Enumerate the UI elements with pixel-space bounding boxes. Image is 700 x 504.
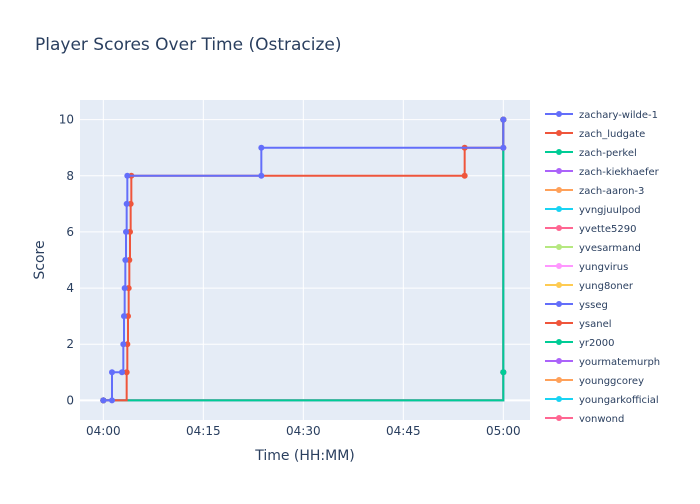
legend-item[interactable]: yourmatemurph — [545, 357, 660, 368]
legend-item[interactable]: ysseg — [545, 300, 608, 311]
legend-swatch-marker — [556, 168, 562, 174]
legend-swatch-marker — [556, 263, 562, 269]
legend-label: younggcorey — [579, 376, 644, 387]
x-tick-label: 05:00 — [486, 424, 521, 438]
legend-swatch-marker — [556, 225, 562, 231]
chart-title: Player Scores Over Time (Ostracize) — [35, 35, 342, 55]
y-tick-label: 4 — [66, 281, 74, 295]
legend-label: zach-kiekhaefer — [579, 167, 660, 178]
data-point — [258, 144, 265, 151]
legend-swatch-marker — [556, 206, 562, 212]
legend-swatch-marker — [556, 282, 562, 288]
legend-label: yvngjuulpod — [579, 205, 641, 216]
data-point — [109, 397, 115, 404]
data-point — [461, 172, 468, 179]
data-point — [500, 144, 507, 151]
x-tick-label: 04:15 — [186, 424, 221, 438]
data-point — [120, 341, 127, 348]
y-tick-label: 8 — [66, 169, 74, 183]
legend-swatch-marker — [556, 111, 562, 117]
y-axis-label: Score — [32, 240, 48, 279]
x-tick-label: 04:30 — [286, 424, 321, 438]
series-zachary-wilde-1 — [100, 116, 507, 404]
legend-item[interactable]: yonwond — [545, 414, 624, 425]
x-tick-label: 04:00 — [86, 424, 121, 438]
data-point — [100, 397, 107, 404]
legend-item[interactable]: zachary-wilde-1 — [545, 110, 658, 121]
legend-item[interactable]: yungvirus — [545, 262, 628, 273]
legend-label: zach-aaron-3 — [579, 186, 644, 197]
legend-swatch-marker — [556, 377, 562, 383]
legend-swatch-marker — [556, 415, 562, 421]
legend-swatch-marker — [556, 187, 562, 193]
legend-label: zach_ludgate — [579, 129, 645, 140]
legend-label: yvette5290 — [579, 224, 636, 235]
legend-label: yvesarmand — [579, 243, 641, 254]
legend-swatch-marker — [556, 320, 562, 326]
legend-swatch-marker — [556, 301, 562, 307]
series-layer — [100, 116, 507, 404]
series-line — [103, 119, 505, 402]
data-point — [500, 116, 507, 123]
legend-swatch-marker — [556, 358, 562, 364]
legend-swatch-marker — [556, 149, 562, 155]
legend-item[interactable]: yvette5290 — [545, 224, 636, 235]
legend-label: yung8oner — [579, 281, 634, 292]
x-tick-label: 04:45 — [386, 424, 421, 438]
data-point — [123, 200, 130, 207]
legend-label: zach-perkel — [579, 148, 637, 159]
legend-swatch-marker — [556, 339, 562, 345]
legend-item[interactable]: ysanel — [545, 319, 612, 330]
data-point — [121, 313, 127, 320]
y-tick-label: 10 — [59, 113, 74, 127]
data-point — [121, 285, 128, 292]
data-point — [109, 369, 115, 376]
legend-swatch-marker — [556, 396, 562, 402]
legend-swatch-marker — [556, 244, 562, 250]
data-point — [122, 257, 129, 263]
legend-label: ysseg — [579, 300, 608, 311]
legend-item[interactable]: zach-perkel — [545, 148, 637, 159]
legend-label: yr2000 — [579, 338, 614, 349]
legend-label: yonwond — [579, 414, 624, 425]
axes: 0 2 4 6 8 10 04:00 04:15 04:30 04:45 05:00 — [59, 113, 521, 438]
legend-item[interactable]: yr2000 — [545, 338, 614, 349]
y-tick-label: 0 — [66, 393, 74, 407]
data-point — [123, 228, 129, 235]
legend-label: ysanel — [579, 319, 612, 330]
legend-item[interactable]: yvesarmand — [545, 243, 641, 254]
data-point — [500, 369, 507, 376]
data-point — [119, 369, 125, 376]
legend-item[interactable]: zach-aaron-3 — [545, 186, 644, 197]
x-axis-label: Time (HH:MM) — [254, 448, 355, 464]
legend-item[interactable]: yvngjuulpod — [545, 205, 641, 216]
legend-label: zachary-wilde-1 — [579, 110, 658, 121]
legend-swatch-marker — [556, 130, 562, 136]
legend[interactable]: zachary-wilde-1 zach_ludgate zach-perkel za… — [545, 110, 660, 425]
y-tick-label: 2 — [66, 337, 74, 351]
plot-area — [80, 100, 530, 420]
y-tick-label: 6 — [66, 225, 74, 239]
legend-item[interactable]: zach_ludgate — [545, 129, 645, 140]
data-point — [258, 172, 265, 179]
legend-label: yungvirus — [579, 262, 628, 273]
legend-item[interactable]: yung8oner — [545, 281, 634, 292]
legend-item[interactable]: youngarkofficial — [545, 395, 659, 406]
data-point — [123, 369, 130, 376]
legend-item[interactable]: zach-kiekhaefer — [545, 167, 660, 178]
legend-label: youngarkofficial — [579, 395, 659, 406]
legend-item[interactable]: younggcorey — [545, 376, 644, 387]
legend-label: yourmatemurph — [579, 357, 660, 368]
data-point — [124, 172, 131, 179]
